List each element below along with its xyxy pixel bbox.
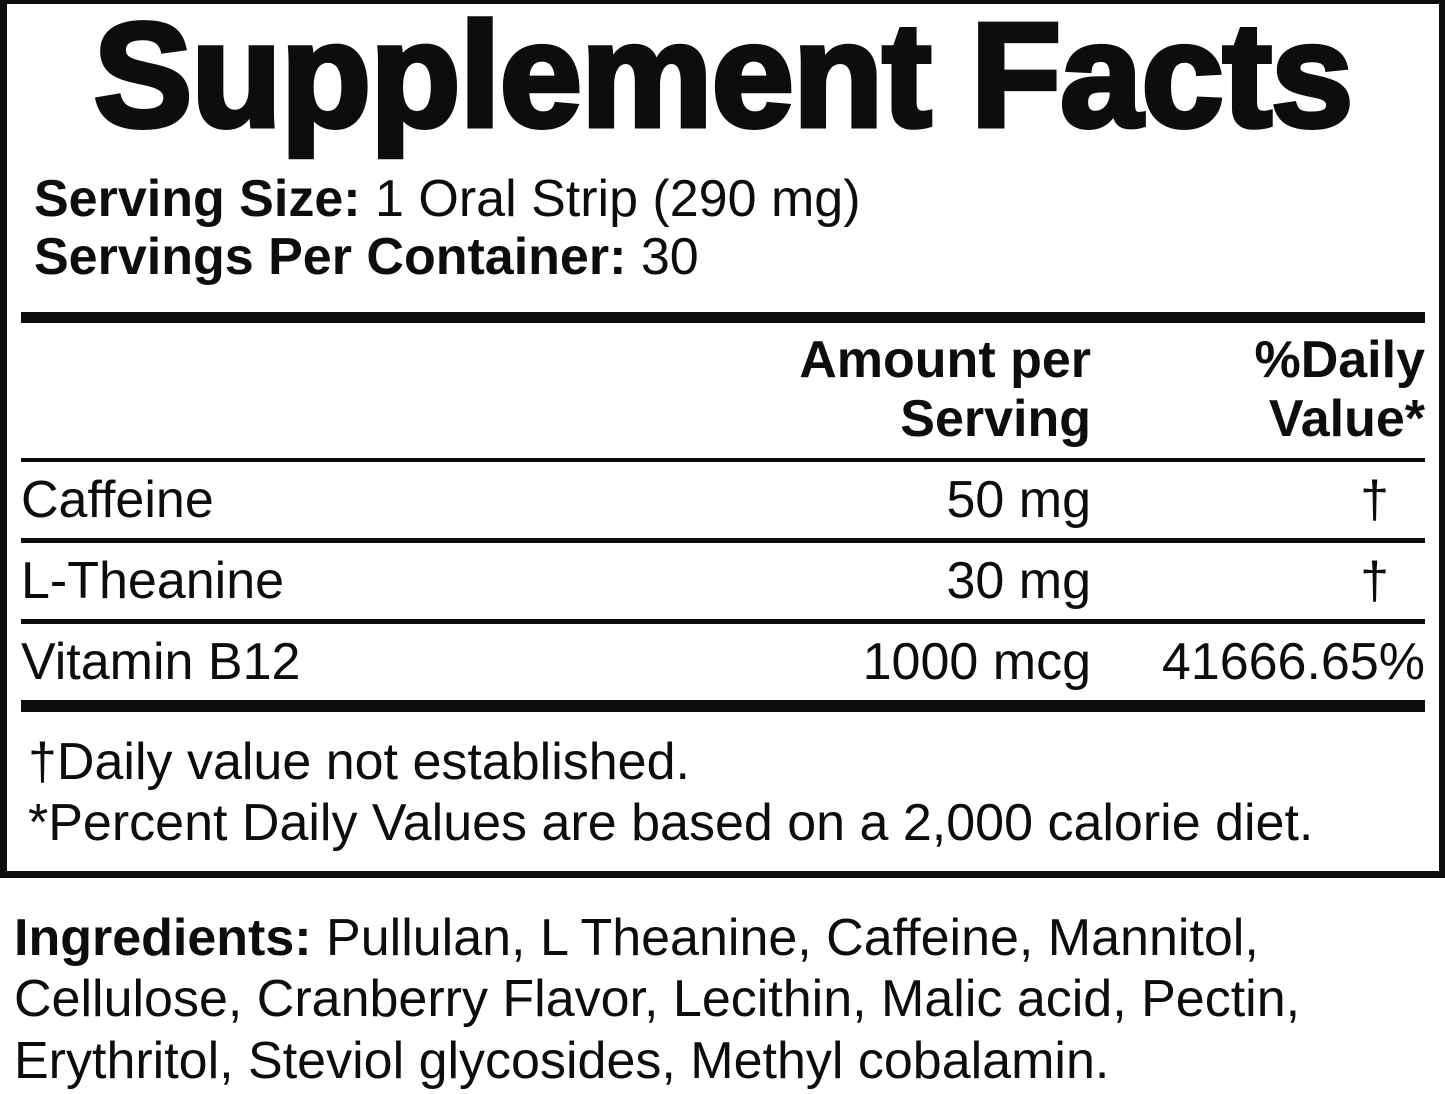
- nutrient-amount: 30 mg: [946, 552, 1091, 611]
- footnote-percent-daily-values: *Percent Daily Values are based on a 2,0…: [28, 793, 1314, 852]
- row-separator: [21, 538, 1425, 544]
- nutrient-row-vitamin-b12: Vitamin B12 1000 mcg 41666.65%: [21, 624, 1425, 700]
- serving-info: Serving Size: 1 Oral Strip (290 mg) Serv…: [34, 170, 1425, 286]
- nutrient-daily-value: †: [1360, 470, 1389, 529]
- header-amount-per-serving: Amount per Serving: [799, 331, 1091, 448]
- header-daily-value: %Daily Value*: [1254, 331, 1425, 448]
- servings-per-container-line: Servings Per Container: 30: [34, 228, 1425, 286]
- header-underline: [21, 457, 1425, 462]
- nutrient-name: Caffeine: [21, 470, 214, 529]
- serving-size-line: Serving Size: 1 Oral Strip (290 mg): [34, 170, 1425, 228]
- nutrient-daily-value: †: [1360, 552, 1389, 611]
- thick-divider-bottom: [21, 700, 1425, 713]
- footnotes: †Daily value not established. *Percent D…: [21, 712, 1425, 853]
- facts-box: Supplement Facts Serving Size: 1 Oral St…: [0, 0, 1445, 878]
- row-separator: [21, 619, 1425, 625]
- ingredients-value: Pullulan, L Theanine, Caffeine, Mannitol…: [14, 909, 1301, 1090]
- nutrient-daily-value: 41666.65%: [1161, 633, 1425, 692]
- ingredients-paragraph: Ingredients: Pullulan, L Theanine, Caffe…: [14, 908, 1431, 1092]
- ingredients-label: Ingredients:: [14, 909, 312, 967]
- nutrient-row-l-theanine: L-Theanine 30 mg †: [21, 543, 1425, 619]
- serving-size-label: Serving Size:: [34, 170, 361, 228]
- nutrient-amount: 1000 mcg: [862, 633, 1091, 692]
- servings-per-container-label: Servings Per Container:: [34, 228, 627, 287]
- servings-per-container-value: 30: [640, 228, 699, 287]
- nutrient-name: L-Theanine: [21, 552, 285, 611]
- nutrient-name: Vitamin B12: [21, 633, 301, 692]
- header-spacer: [21, 331, 761, 447]
- serving-size-value: 1 Oral Strip (290 mg): [375, 170, 861, 228]
- nutrient-amount: 50 mg: [946, 470, 1091, 529]
- nutrient-row-caffeine: Caffeine 50 mg †: [21, 462, 1425, 538]
- table-header-row: Amount per Serving %Daily Value*: [21, 323, 1425, 457]
- supplement-facts-title: Supplement Facts: [91, 0, 1356, 158]
- footnote-daily-value-not-established: †Daily value not established.: [28, 733, 690, 792]
- thick-divider-top: [21, 312, 1425, 324]
